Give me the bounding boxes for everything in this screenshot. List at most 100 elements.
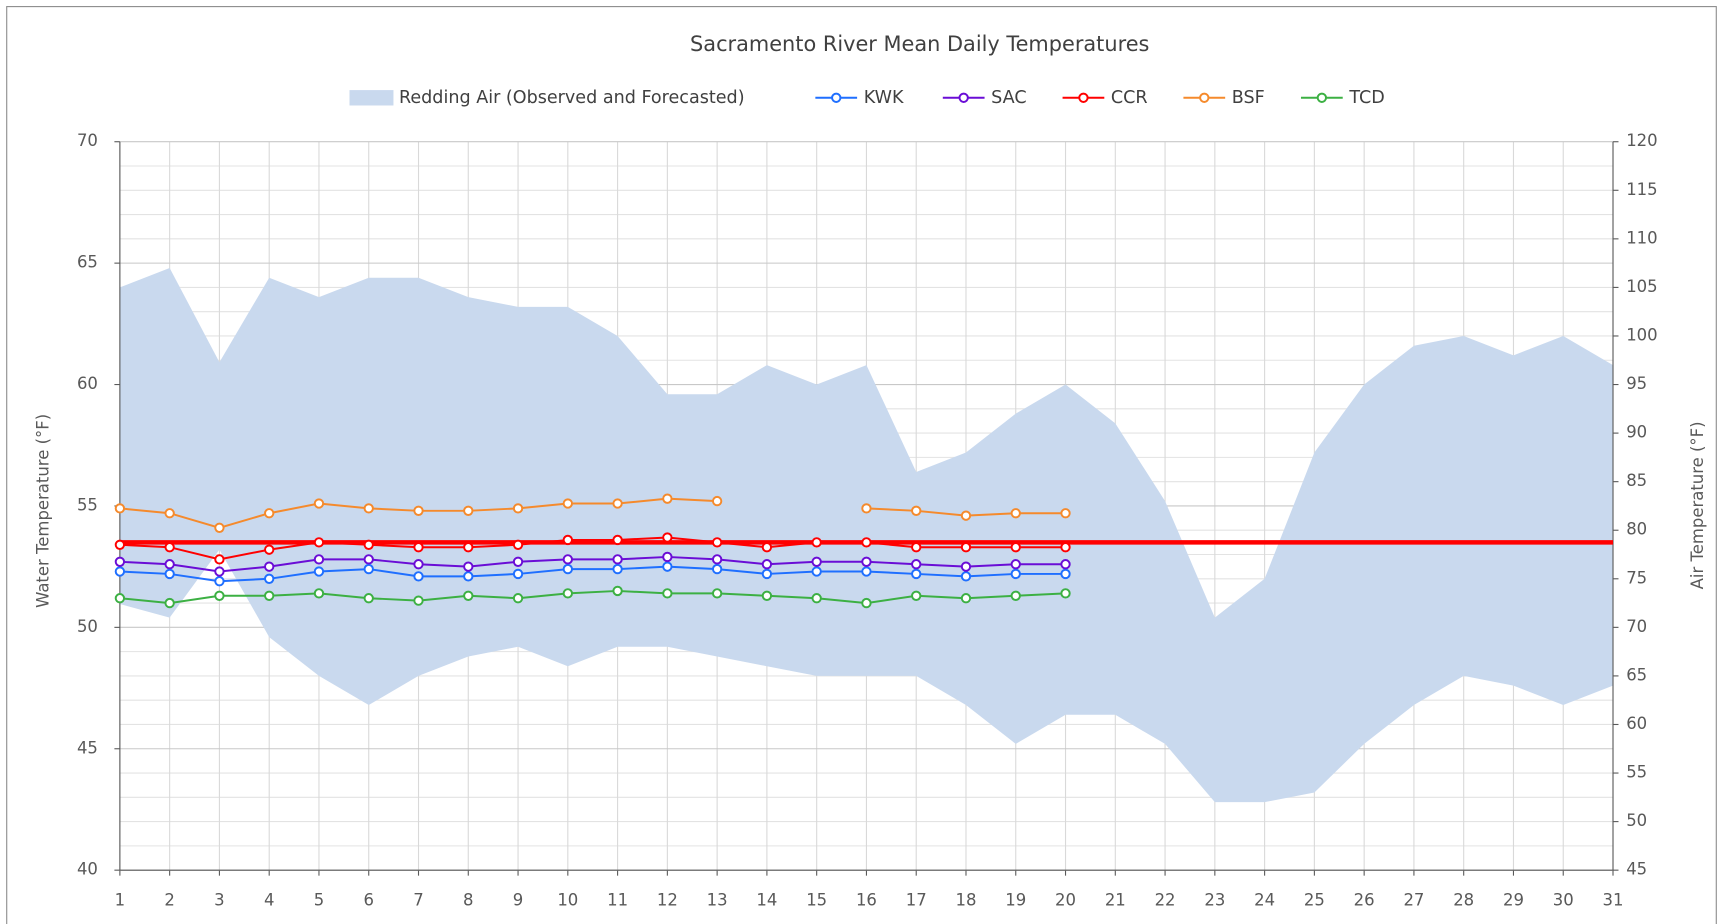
series-marker bbox=[363, 563, 374, 575]
x-tick-label: 6 bbox=[363, 890, 373, 909]
x-tick-label: 25 bbox=[1304, 890, 1325, 909]
y2-tick-label: 45 bbox=[1626, 860, 1647, 879]
series-marker bbox=[114, 556, 126, 567]
x-tick-label: 20 bbox=[1055, 890, 1076, 909]
series-marker bbox=[1010, 508, 1021, 519]
x-tick-label: 3 bbox=[214, 890, 224, 909]
y2-tick-label: 100 bbox=[1626, 325, 1657, 344]
y-tick-label: 70 bbox=[77, 131, 98, 150]
series-marker bbox=[313, 588, 325, 599]
series-marker bbox=[164, 542, 175, 553]
y2-axis-title: Air Temperature (°F) bbox=[1688, 421, 1707, 589]
x-tick-label: 7 bbox=[413, 890, 423, 909]
x-tick-label: 31 bbox=[1603, 890, 1624, 909]
x-tick-label: 23 bbox=[1204, 890, 1225, 909]
legend-marker bbox=[1199, 92, 1210, 103]
y2-tick-label: 55 bbox=[1626, 763, 1647, 782]
x-tick-label: 21 bbox=[1105, 890, 1126, 909]
series-marker bbox=[562, 534, 573, 546]
x-tick-label: 16 bbox=[856, 890, 877, 909]
series-marker bbox=[363, 503, 374, 514]
y2-tick-label: 95 bbox=[1626, 374, 1647, 393]
legend-marker bbox=[1316, 92, 1328, 103]
series-marker bbox=[512, 503, 524, 514]
x-tick-label: 17 bbox=[906, 890, 927, 909]
y2-tick-label: 50 bbox=[1626, 811, 1647, 830]
series-marker bbox=[960, 593, 972, 604]
series-marker bbox=[363, 539, 374, 550]
series-marker bbox=[562, 588, 573, 599]
series-marker bbox=[711, 554, 723, 565]
legend-label: Redding Air (Observed and Forecasted) bbox=[399, 88, 745, 108]
series-marker bbox=[662, 532, 673, 543]
y2-tick-label: 110 bbox=[1626, 228, 1657, 247]
series-marker bbox=[313, 537, 325, 548]
x-tick-label: 11 bbox=[607, 890, 628, 909]
series-marker bbox=[761, 568, 773, 580]
series-marker bbox=[960, 571, 972, 582]
series-marker bbox=[562, 554, 573, 565]
series-marker bbox=[612, 498, 623, 509]
series-marker bbox=[911, 559, 922, 570]
series-marker bbox=[264, 590, 275, 601]
x-tick-label: 24 bbox=[1254, 890, 1275, 909]
series-marker bbox=[114, 566, 126, 577]
x-tick-label: 15 bbox=[806, 890, 827, 909]
series-marker bbox=[164, 559, 175, 570]
series-marker bbox=[363, 593, 374, 604]
series-marker bbox=[512, 556, 524, 567]
series-marker bbox=[1060, 542, 1071, 553]
series-marker bbox=[612, 585, 623, 597]
series-marker bbox=[1010, 559, 1021, 570]
chart-title: Sacramento River Mean Daily Temperatures bbox=[690, 32, 1149, 56]
series-marker bbox=[214, 522, 225, 533]
legend-marker bbox=[831, 92, 842, 103]
series-marker bbox=[413, 595, 424, 606]
x-tick-label: 10 bbox=[557, 890, 578, 909]
legend-swatch bbox=[349, 90, 394, 106]
x-tick-label: 5 bbox=[314, 890, 324, 909]
series-marker bbox=[313, 498, 325, 509]
legend-label: CCR bbox=[1111, 88, 1148, 108]
y2-tick-label: 120 bbox=[1626, 131, 1657, 150]
y-tick-label: 55 bbox=[77, 495, 98, 514]
series-marker bbox=[164, 568, 175, 580]
x-tick-label: 29 bbox=[1503, 890, 1524, 909]
series-marker bbox=[811, 593, 822, 604]
series-line bbox=[119, 589, 1066, 605]
y2-tick-label: 90 bbox=[1626, 423, 1647, 442]
x-tick-label: 2 bbox=[164, 890, 174, 909]
series-marker bbox=[114, 503, 126, 514]
series-marker bbox=[512, 593, 524, 604]
y-tick-label: 45 bbox=[77, 738, 98, 757]
x-tick-label: 9 bbox=[513, 890, 523, 909]
series-marker bbox=[662, 561, 673, 572]
series-marker bbox=[711, 537, 723, 548]
series-marker bbox=[214, 590, 225, 601]
y-tick-label: 40 bbox=[77, 860, 98, 879]
series-marker bbox=[662, 551, 673, 563]
x-tick-label: 1 bbox=[115, 890, 125, 909]
series-marker bbox=[911, 590, 922, 601]
y2-tick-label: 105 bbox=[1626, 277, 1657, 296]
series-marker bbox=[861, 566, 872, 577]
series-marker bbox=[264, 544, 275, 555]
y-tick-label: 65 bbox=[77, 253, 98, 272]
series-marker bbox=[463, 542, 474, 553]
series-marker bbox=[711, 588, 723, 599]
series-marker bbox=[264, 561, 275, 572]
series-marker bbox=[214, 554, 225, 565]
series-marker bbox=[761, 590, 773, 601]
series-marker bbox=[960, 561, 972, 572]
y2-tick-label: 115 bbox=[1626, 180, 1657, 199]
series-marker bbox=[911, 568, 922, 580]
series-marker bbox=[612, 554, 623, 565]
legend-label: BSF bbox=[1232, 88, 1265, 108]
series-marker bbox=[164, 508, 175, 519]
series-line bbox=[119, 565, 1066, 583]
series-marker bbox=[512, 568, 524, 580]
series-marker bbox=[1010, 590, 1021, 601]
x-tick-label: 30 bbox=[1553, 890, 1574, 909]
series-marker bbox=[413, 571, 424, 582]
